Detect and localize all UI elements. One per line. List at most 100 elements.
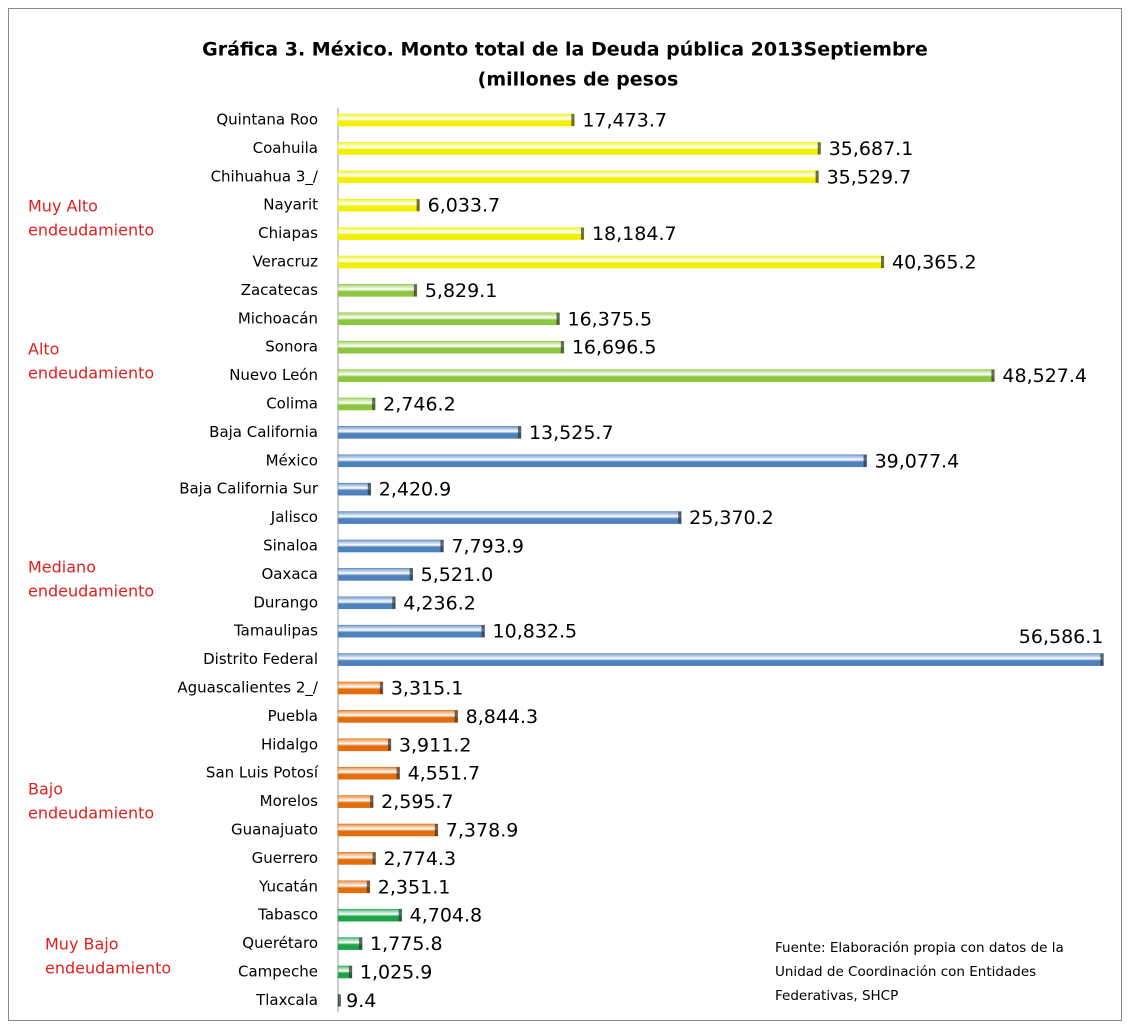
bar — [337, 340, 565, 354]
bar — [337, 937, 363, 950]
category-label: Nayarit — [263, 196, 318, 214]
category-label: Chiapas — [258, 224, 318, 242]
value-label: 2,774.3 — [384, 848, 457, 870]
bar — [337, 681, 384, 695]
value-label: 9.4 — [346, 990, 376, 1012]
bar — [337, 284, 418, 297]
bar — [337, 880, 371, 894]
category-label: San Luis Potosí — [206, 764, 319, 782]
group-label: endeudamiento — [45, 959, 171, 978]
bar — [337, 653, 1104, 666]
value-label: 17,473.7 — [582, 110, 667, 132]
bar-cap — [454, 710, 458, 723]
value-label: 7,378.9 — [446, 820, 519, 842]
category-label: Veracruz — [253, 253, 319, 271]
bar — [337, 227, 585, 240]
group-label: Muy Bajo — [45, 935, 119, 954]
bar — [337, 426, 522, 439]
bar-cap — [392, 596, 396, 609]
bar-cap — [398, 909, 402, 922]
value-label: 10,832.5 — [493, 621, 578, 643]
bar-cap — [338, 994, 341, 1007]
bar-cap — [413, 284, 417, 297]
source-note: Unidad de Coordinación con Entidades — [775, 964, 1036, 980]
group-label: Mediano — [28, 558, 96, 577]
category-label: Campeche — [238, 963, 318, 981]
chart-title: (millones de pesos — [478, 69, 679, 91]
category-label: Tamaulipas — [233, 622, 318, 640]
bar — [337, 596, 396, 610]
bar — [337, 795, 374, 808]
category-label: Nuevo León — [229, 366, 318, 384]
bar-cap — [678, 511, 682, 524]
bar-cap — [359, 937, 363, 950]
category-label: Jalisco — [270, 508, 318, 526]
value-label: 2,420.9 — [379, 479, 452, 501]
value-label: 8,844.3 — [466, 706, 539, 728]
value-label: 4,551.7 — [408, 763, 481, 785]
bar-cap — [367, 483, 371, 496]
bar-cap — [880, 256, 884, 268]
value-label: 2,595.7 — [381, 791, 454, 813]
bar — [337, 142, 822, 155]
bar — [337, 710, 458, 723]
bar — [337, 908, 402, 922]
category-label: Tabasco — [257, 906, 318, 924]
category-label: Baja California Sur — [179, 480, 319, 498]
bar-cap — [409, 568, 413, 581]
category-label: Yucatán — [258, 877, 318, 895]
bar — [337, 255, 885, 269]
bar — [337, 766, 400, 780]
value-label: 3,911.2 — [399, 734, 472, 756]
value-label: 6,033.7 — [428, 195, 501, 217]
bar — [337, 624, 485, 638]
bar — [337, 823, 439, 837]
bar-cap — [396, 767, 400, 780]
bar-cap — [387, 738, 391, 751]
value-label: 3,315.1 — [391, 678, 464, 700]
value-label: 35,687.1 — [829, 138, 914, 160]
bar-cap — [348, 966, 352, 978]
category-label: Hidalgo — [261, 735, 318, 753]
bar-cap — [440, 540, 444, 552]
group-label: endeudamiento — [28, 804, 154, 823]
bar — [337, 568, 413, 581]
value-label: 1,025.9 — [360, 962, 433, 984]
category-label: Tlaxcala — [255, 991, 318, 1009]
category-label: Sonora — [265, 338, 318, 356]
bar-cap — [370, 795, 374, 808]
bar-cap — [434, 824, 438, 836]
value-label: 25,370.2 — [689, 507, 774, 529]
bar-cap — [517, 426, 521, 439]
value-label: 2,746.2 — [383, 394, 456, 416]
value-label: 5,829.1 — [425, 280, 498, 302]
bar — [337, 738, 392, 752]
category-label: Oaxaca — [261, 565, 318, 583]
category-label: Sinaloa — [263, 537, 318, 555]
bar-cap — [416, 199, 420, 212]
category-label: Coahuila — [253, 139, 318, 157]
bar — [337, 397, 376, 411]
group-label: endeudamiento — [28, 364, 154, 383]
category-label: Baja California — [209, 423, 318, 441]
bar-cap — [1100, 653, 1104, 666]
bar-cap — [379, 682, 383, 694]
value-label: 18,184.7 — [592, 223, 677, 245]
value-label: 56,586.1 — [1019, 626, 1104, 648]
bar-cap — [991, 369, 995, 382]
category-label: México — [266, 451, 318, 469]
value-label: 35,529.7 — [827, 166, 912, 188]
value-label: 40,365.2 — [892, 252, 977, 274]
bar-cap — [817, 142, 821, 155]
bar — [337, 369, 995, 382]
bar — [337, 170, 819, 184]
value-label: 13,525.7 — [529, 422, 614, 444]
bar — [337, 511, 682, 524]
category-label: Chihuahua 3_/ — [211, 167, 319, 186]
bar — [337, 482, 372, 496]
category-label: Colima — [266, 395, 318, 413]
bar-cap — [556, 312, 560, 325]
bar-cap — [863, 454, 867, 467]
group-label: Alto — [28, 340, 59, 359]
group-label: Bajo — [28, 780, 63, 799]
